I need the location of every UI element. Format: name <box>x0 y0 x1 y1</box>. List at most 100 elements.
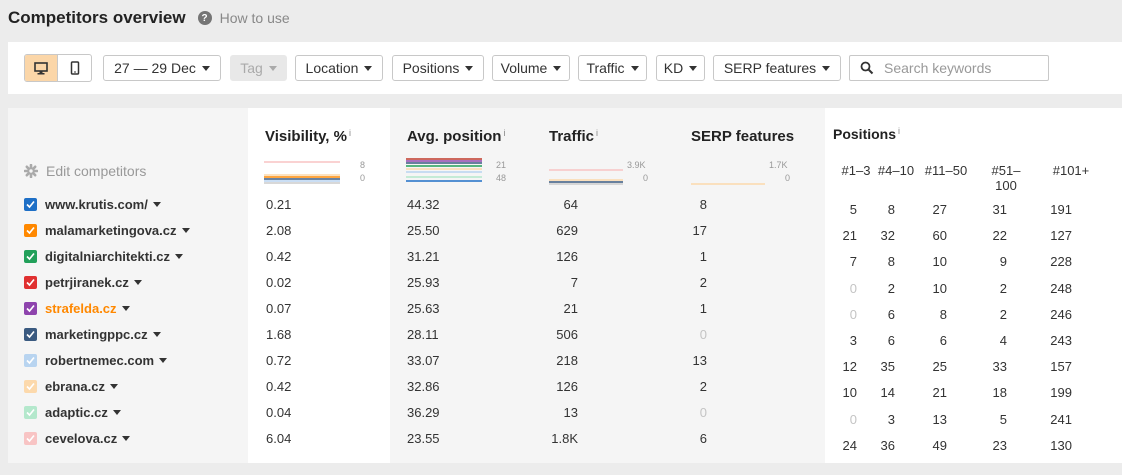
checkbox[interactable] <box>24 328 37 341</box>
avg-position-column: Avg. position i 21 48 44.32 25.50 31.21 25.9… <box>390 108 531 463</box>
chevron-down-icon[interactable] <box>122 436 131 441</box>
checkbox[interactable] <box>24 276 37 289</box>
info-icon[interactable]: i <box>596 128 599 138</box>
competitor-domain[interactable]: www.krutis.com/ <box>45 197 148 212</box>
how-to-use-link[interactable]: How to use <box>219 10 290 26</box>
check-icon <box>26 226 35 235</box>
kd-dropdown[interactable]: KD <box>656 55 705 81</box>
location-dropdown[interactable]: Location <box>295 55 383 81</box>
positions-value: 14 <box>880 385 895 401</box>
competitor-row[interactable]: marketingppc.cz <box>24 327 161 342</box>
positions-value: 12 <box>842 359 857 375</box>
checkbox[interactable] <box>24 406 37 419</box>
competitor-domain[interactable]: digitalniarchitekti.cz <box>45 249 170 264</box>
chevron-down-icon[interactable] <box>174 254 183 259</box>
visibility-value: 0.72 <box>266 353 292 368</box>
visibility-value: 1.68 <box>266 327 292 342</box>
competitor-domain[interactable]: strafelda.cz <box>45 301 117 316</box>
positions-value: 243 <box>1050 333 1072 348</box>
checkbox[interactable] <box>24 224 37 237</box>
volume-dropdown[interactable]: Volume <box>492 55 570 81</box>
positions-value: 4 <box>999 333 1007 348</box>
avg-position-value: 28.11 <box>407 327 439 342</box>
positions-value: 22 <box>992 228 1007 244</box>
positions-value: 10 <box>842 385 857 401</box>
competitor-row[interactable]: malamarketingova.cz <box>24 223 190 238</box>
avg-position-value: 25.93 <box>407 275 440 290</box>
desktop-button[interactable] <box>25 55 59 81</box>
serp-features-value: 2 <box>699 275 707 290</box>
competitor-row[interactable]: robertnemec.com <box>24 353 168 368</box>
competitor-row[interactable]: strafelda.cz <box>24 301 130 316</box>
traffic-dropdown[interactable]: Traffic <box>578 55 647 81</box>
tag-dropdown[interactable]: Tag <box>230 55 287 81</box>
serp-features-value: 2 <box>699 379 707 394</box>
competitor-row[interactable]: digitalniarchitekti.cz <box>24 249 183 264</box>
date-range-dropdown[interactable]: 27 — 29 Dec <box>103 55 221 81</box>
info-icon[interactable]: i <box>898 126 901 136</box>
competitor-domain[interactable]: robertnemec.com <box>45 353 155 368</box>
competitor-domain[interactable]: malamarketingova.cz <box>45 223 177 238</box>
chevron-down-icon[interactable] <box>181 228 190 233</box>
visibility-value: 2.08 <box>266 223 292 238</box>
mobile-button[interactable] <box>58 55 91 81</box>
competitor-row[interactable]: cevelova.cz <box>24 431 131 446</box>
competitor-row[interactable]: ebrana.cz <box>24 379 118 394</box>
info-icon[interactable]: i <box>503 128 506 138</box>
positions-dropdown[interactable]: Positions <box>392 55 484 81</box>
chevron-down-icon <box>364 65 373 71</box>
location-label: Location <box>305 60 359 76</box>
info-icon[interactable]: i <box>348 128 351 138</box>
chevron-down-icon[interactable] <box>152 332 161 337</box>
competitor-domain[interactable]: ebrana.cz <box>45 379 105 394</box>
checkbox[interactable] <box>24 432 37 445</box>
chevron-down-icon[interactable] <box>121 306 130 311</box>
competitor-domain[interactable]: marketingppc.cz <box>45 327 148 342</box>
check-icon <box>26 200 35 209</box>
checkbox[interactable] <box>24 354 37 367</box>
positions-value: 23 <box>992 437 1007 453</box>
positions-value: 25 <box>932 359 947 375</box>
avg-position-value: 23.55 <box>407 431 440 446</box>
serp-features-column: SERP features 1.7K 0 8 17 1 2 1 0 13 2 0 6 <box>673 108 817 463</box>
traffic-value: 629 <box>556 223 578 238</box>
competitor-domain[interactable]: petrjiranek.cz <box>45 275 129 290</box>
chevron-down-icon[interactable] <box>159 358 168 363</box>
filter-toolbar: 27 — 29 Dec Tag Location Positions Volum… <box>8 42 1122 94</box>
avg-position-value: 32.86 <box>407 379 440 394</box>
visibility-value: 6.04 <box>266 431 292 446</box>
chevron-down-icon[interactable] <box>109 384 118 389</box>
serp-features-value: 17 <box>692 223 707 238</box>
positions-value: 6 <box>939 333 947 348</box>
competitor-list: Edit competitors www.krutis.com/malamark… <box>8 108 248 463</box>
chevron-down-icon[interactable] <box>152 202 161 207</box>
traffic-title-text: Traffic <box>549 128 595 145</box>
search-icon <box>860 61 874 75</box>
competitor-domain[interactable]: cevelova.cz <box>45 431 118 446</box>
visibility-value: 0.02 <box>266 275 292 290</box>
serp-features-dropdown[interactable]: SERP features <box>713 55 841 81</box>
search-input[interactable] <box>884 60 1044 76</box>
avg-position-sparkline: 21 48 <box>406 158 506 183</box>
traffic-value: 21 <box>563 301 578 316</box>
help-icon[interactable]: ? <box>197 11 212 25</box>
competitor-domain[interactable]: adaptic.cz <box>45 405 108 420</box>
traffic-value: 218 <box>556 353 578 368</box>
device-toggle <box>24 54 92 82</box>
serp-features-value: 8 <box>699 197 707 212</box>
visibility-value: 0.42 <box>266 379 292 394</box>
checkbox[interactable] <box>24 198 37 211</box>
chevron-down-icon[interactable] <box>112 410 121 415</box>
traffic-value: 64 <box>563 197 578 212</box>
positions-value: 60 <box>932 228 947 244</box>
checkbox[interactable] <box>24 250 37 263</box>
checkbox[interactable] <box>24 380 37 393</box>
edit-competitors-button[interactable]: Edit competitors <box>24 163 146 179</box>
competitor-row[interactable]: adaptic.cz <box>24 405 121 420</box>
chevron-down-icon[interactable] <box>133 280 142 285</box>
visibility-value: 0.42 <box>266 249 292 264</box>
competitor-row[interactable]: www.krutis.com/ <box>24 197 161 212</box>
visibility-spark-max: 8 <box>360 160 365 170</box>
competitor-row[interactable]: petrjiranek.cz <box>24 275 142 290</box>
checkbox[interactable] <box>24 302 37 315</box>
